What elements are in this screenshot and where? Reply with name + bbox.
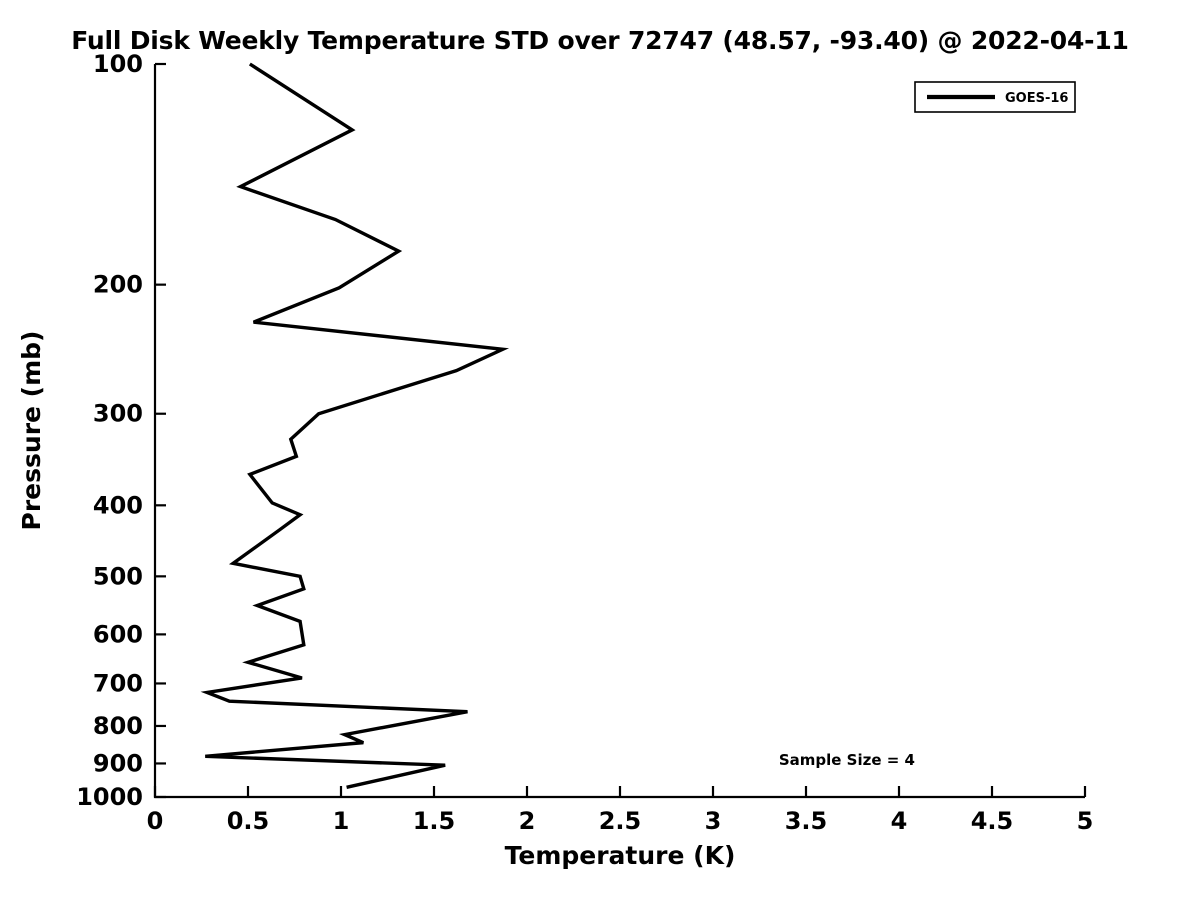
x-tick-label: 5 xyxy=(1077,807,1094,835)
x-tick-label: 2 xyxy=(519,807,536,835)
y-tick-label: 600 xyxy=(93,620,143,648)
y-tick-label: 900 xyxy=(93,749,143,777)
legend[interactable]: GOES-16 xyxy=(914,81,1076,113)
x-axis-title: Temperature (K) xyxy=(505,841,736,870)
y-tick-label: 500 xyxy=(93,562,143,590)
y-tick-label: 200 xyxy=(93,271,143,299)
legend-label-goes-16: GOES-16 xyxy=(1005,91,1068,106)
y-tick-label: 400 xyxy=(93,491,143,519)
x-tick-label: 3 xyxy=(705,807,722,835)
y-tick-label: 700 xyxy=(93,669,143,697)
page-title: Full Disk Weekly Temperature STD over 72… xyxy=(71,26,1129,55)
x-tick-label: 0 xyxy=(147,807,164,835)
x-tick-label: 4.5 xyxy=(971,807,1014,835)
x-tick-label: 0.5 xyxy=(227,807,270,835)
y-tick-label: 1000 xyxy=(76,783,143,811)
y-axis-ticks: 100 200 300 400 500 600 700 800 900 1000 xyxy=(76,50,166,811)
series-line-goes-16 xyxy=(200,62,510,789)
x-tick-label: 3.5 xyxy=(785,807,828,835)
annotations: Sample Size = 4 xyxy=(779,751,915,769)
x-tick-label: 1 xyxy=(333,807,350,835)
x-tick-label: 4 xyxy=(891,807,908,835)
y-tick-label: 800 xyxy=(93,712,143,740)
y-tick-label: 300 xyxy=(93,400,143,428)
axis-frame xyxy=(153,64,1085,799)
y-tick-label: 100 xyxy=(93,50,143,78)
x-tick-label: 2.5 xyxy=(599,807,642,835)
data-series-group xyxy=(200,62,510,789)
y-axis-title: Pressure (mb) xyxy=(17,331,46,531)
x-axis-ticks: 0 0.5 1 1.5 2 2.5 3 3.5 4 4.5 5 xyxy=(147,786,1094,835)
sample-size-label: Sample Size = 4 xyxy=(779,751,915,769)
x-tick-label: 1.5 xyxy=(413,807,456,835)
